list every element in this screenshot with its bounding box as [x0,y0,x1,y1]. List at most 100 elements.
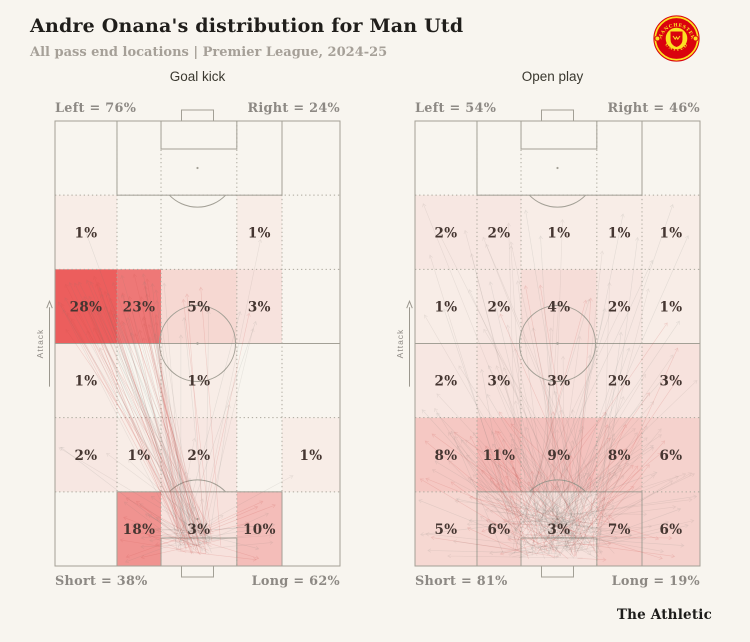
cell-value-label: 3% [547,522,570,538]
pass-arrows [58,233,294,563]
heat-cell [642,195,700,270]
cell-value-label: 1% [127,448,150,464]
label-long-share: Long = 19% [612,574,700,589]
heat-cell [476,343,522,418]
cell-value-label: 1% [547,225,570,241]
heat-cell [642,269,700,344]
heat-cell [236,195,283,270]
cell-value-label: 4% [547,299,570,315]
cell-value-label: 2% [434,225,457,241]
cell-labels: 2% 2% 1% 1% 1% 1% 2% 4% 2% 1% 2% 3% 3% 2% 3% 8% 11% 9% 8% 6… [434,225,682,538]
label-short-share: Short = 38% [55,574,148,589]
heat-cell [55,343,117,418]
heat-cell [521,491,597,566]
heat-cell [415,269,477,344]
heat-cell [161,491,237,566]
cell-value-label: 7% [608,522,631,538]
goal-kick-pitch-chart: 1% 1% 28% 23% 5% 3% 1% 1% 2% 1% 2% 1% 18% 3% 10% Left =… [35,101,341,589]
cell-value-label: 11% [483,448,516,464]
heat-cell [116,491,162,566]
heat-cell [642,343,700,418]
crest-devil-mark [672,35,681,41]
label-right-share: Right = 46% [607,101,700,116]
attack-label: Attack [395,329,405,359]
cell-value-label: 2% [608,299,631,315]
cell-value-label: 1% [659,299,682,315]
pitch-markings [414,109,701,578]
heat-cell [415,195,477,270]
heat-cell [161,269,237,344]
cell-value-label: 1% [608,225,631,241]
brand-wordmark: The Athletic [616,607,712,623]
attack-arrowhead [46,299,53,309]
page-title: Andre Onana's distribution for Man Utd [30,15,464,37]
heat-cell [596,269,643,344]
cell-value-label: 5% [434,522,457,538]
heat-cell [116,269,162,344]
cell-labels: 1% 1% 28% 23% 5% 3% 1% 1% 2% 1% 2% 1% 18% 3% 10% [70,225,323,538]
cell-value-label: 3% [547,374,570,390]
heat-cell [236,269,283,344]
label-long-share: Long = 62% [252,574,340,589]
cell-value-label: 6% [659,522,682,538]
heat-cell [161,343,237,418]
heat-cells [55,195,340,566]
pass-arrows [418,203,698,562]
heat-cell [476,417,522,492]
cell-value-label: 2% [434,374,457,390]
attack-arrowhead [406,299,413,309]
cell-value-label: 1% [74,225,97,241]
heat-cell [55,269,117,344]
heat-cell [476,195,522,270]
cell-value-label: 1% [434,299,457,315]
cell-value-label: 1% [248,225,271,241]
cell-value-label: 3% [187,522,210,538]
attack-direction: Attack [395,299,413,387]
cell-value-label: 6% [487,522,510,538]
heat-cell [596,491,643,566]
open-play-pitch-chart: 2% 2% 1% 1% 1% 1% 2% 4% 2% 1% 2% 3% 3% 2% 3% 8% 11% 9% 8% 6… [395,101,701,589]
label-left-share: Left = 54% [415,101,496,116]
cell-value-label: 3% [659,374,682,390]
label-right-share: Right = 24% [247,101,340,116]
heat-cell [415,417,477,492]
cell-value-label: 2% [487,299,510,315]
cell-value-label: 6% [659,448,682,464]
page-subtitle: All pass end locations | Premier League,… [30,45,388,60]
chart-title-goal-kick: Goal kick [169,69,226,84]
cell-value-label: 3% [248,299,271,315]
cell-value-label: 2% [487,225,510,241]
attack-direction: Attack [35,299,53,387]
cell-value-label: 8% [608,448,631,464]
heat-cell [521,343,597,418]
cell-value-label: 9% [547,448,570,464]
heat-cell [596,417,643,492]
pitch-markings [54,109,341,578]
cell-value-label: 2% [608,374,631,390]
cell-value-label: 1% [659,225,682,241]
cell-value-label: 28% [70,299,103,315]
crest-shield [670,31,683,47]
cell-value-label: 2% [187,448,210,464]
cell-value-label: 23% [123,299,156,315]
heat-cell [476,491,522,566]
heat-cell [55,195,117,270]
heat-cell [55,417,117,492]
heat-cell [642,417,700,492]
heat-cell [415,491,477,566]
heat-cell [596,343,643,418]
heat-cell [415,343,477,418]
cell-value-label: 1% [74,374,97,390]
heat-cell [476,269,522,344]
attack-label: Attack [35,329,45,359]
cell-value-label: 1% [299,448,322,464]
cell-value-label: 2% [74,448,97,464]
cell-value-label: 8% [434,448,457,464]
heat-cells [415,195,700,566]
cell-value-label: 18% [123,522,156,538]
cell-value-label: 5% [187,299,210,315]
cell-value-label: 3% [487,374,510,390]
chart-title-open-play: Open play [521,69,584,84]
